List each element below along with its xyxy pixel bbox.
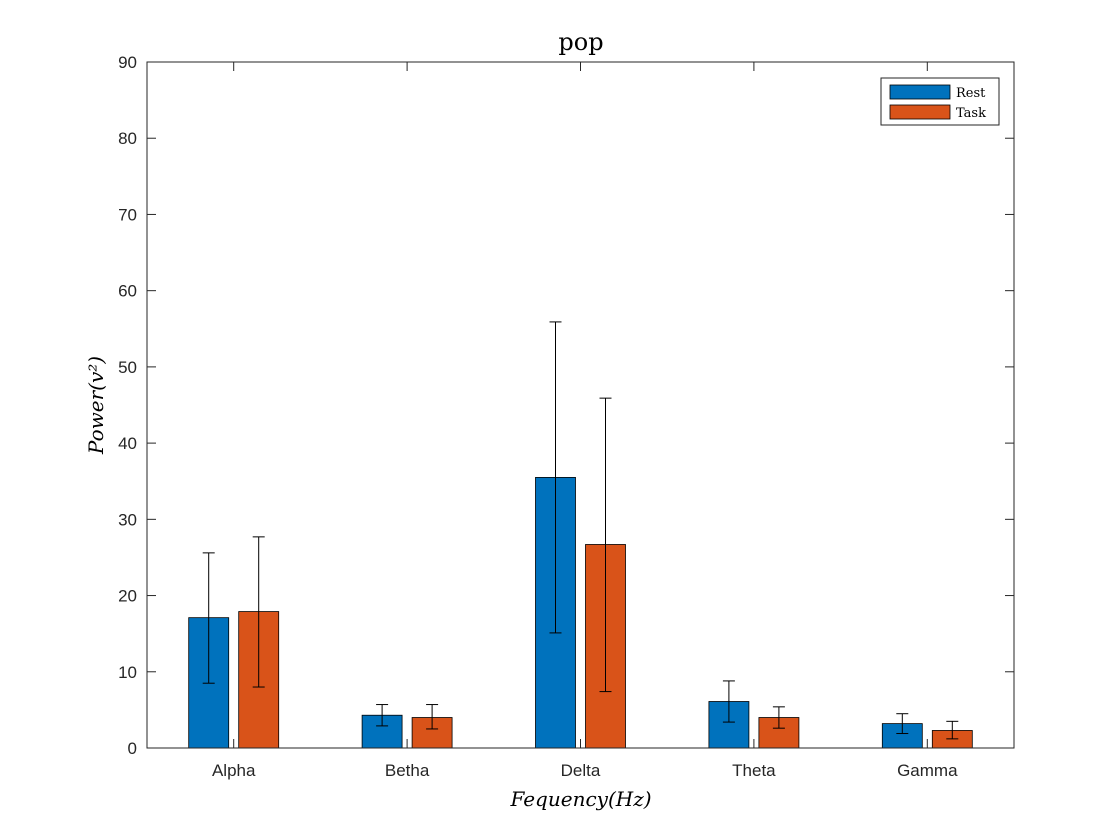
y-tick-label: 60	[118, 282, 137, 301]
legend: Rest Task	[880, 77, 1000, 126]
y-tick-label: 40	[118, 434, 137, 453]
error-bar-rest-gamma	[896, 713, 909, 735]
error-bar-task-gamma	[946, 720, 959, 740]
error-bar-task-betha	[426, 704, 439, 730]
x-tick-label-theta: Theta	[732, 761, 776, 780]
legend-swatch-rest	[889, 84, 951, 100]
error-bar-task-delta	[599, 397, 612, 693]
y-tick-label: 70	[118, 205, 137, 224]
x-tick-label-delta: Delta	[561, 761, 601, 780]
error-bar-rest-betha	[376, 704, 389, 727]
y-tick-label: 20	[118, 587, 137, 606]
y-tick-label: 30	[118, 510, 137, 529]
error-bar-rest-alpha	[202, 552, 215, 684]
error-bar-task-alpha	[252, 536, 265, 688]
y-tick-label: 80	[118, 129, 137, 148]
plot-area: 0 10 20 30 40 50 60 70 80 90 Alpha Betha Delta Theta G…	[118, 53, 1015, 780]
y-tick-label: 0	[128, 739, 137, 758]
error-bar-rest-delta	[549, 321, 562, 634]
legend-label-task: Task	[956, 106, 986, 121]
x-tick-label-alpha: Alpha	[212, 761, 256, 780]
legend-swatch-task	[889, 104, 951, 120]
y-tick-label: 50	[118, 358, 137, 377]
y-tick-label: 90	[118, 53, 137, 72]
y-tick-label: 10	[118, 663, 137, 682]
x-tick-label-gamma: Gamma	[897, 761, 958, 780]
x-tick-label-betha: Betha	[385, 761, 430, 780]
error-bar-task-theta	[772, 706, 785, 729]
error-bar-rest-theta	[722, 680, 735, 723]
legend-label-rest: Rest	[956, 86, 986, 101]
x-axis-label: Fequency(Hz)	[509, 787, 651, 811]
y-axis-label: Power(v²)	[84, 356, 108, 455]
chart-title: pop	[558, 28, 603, 56]
